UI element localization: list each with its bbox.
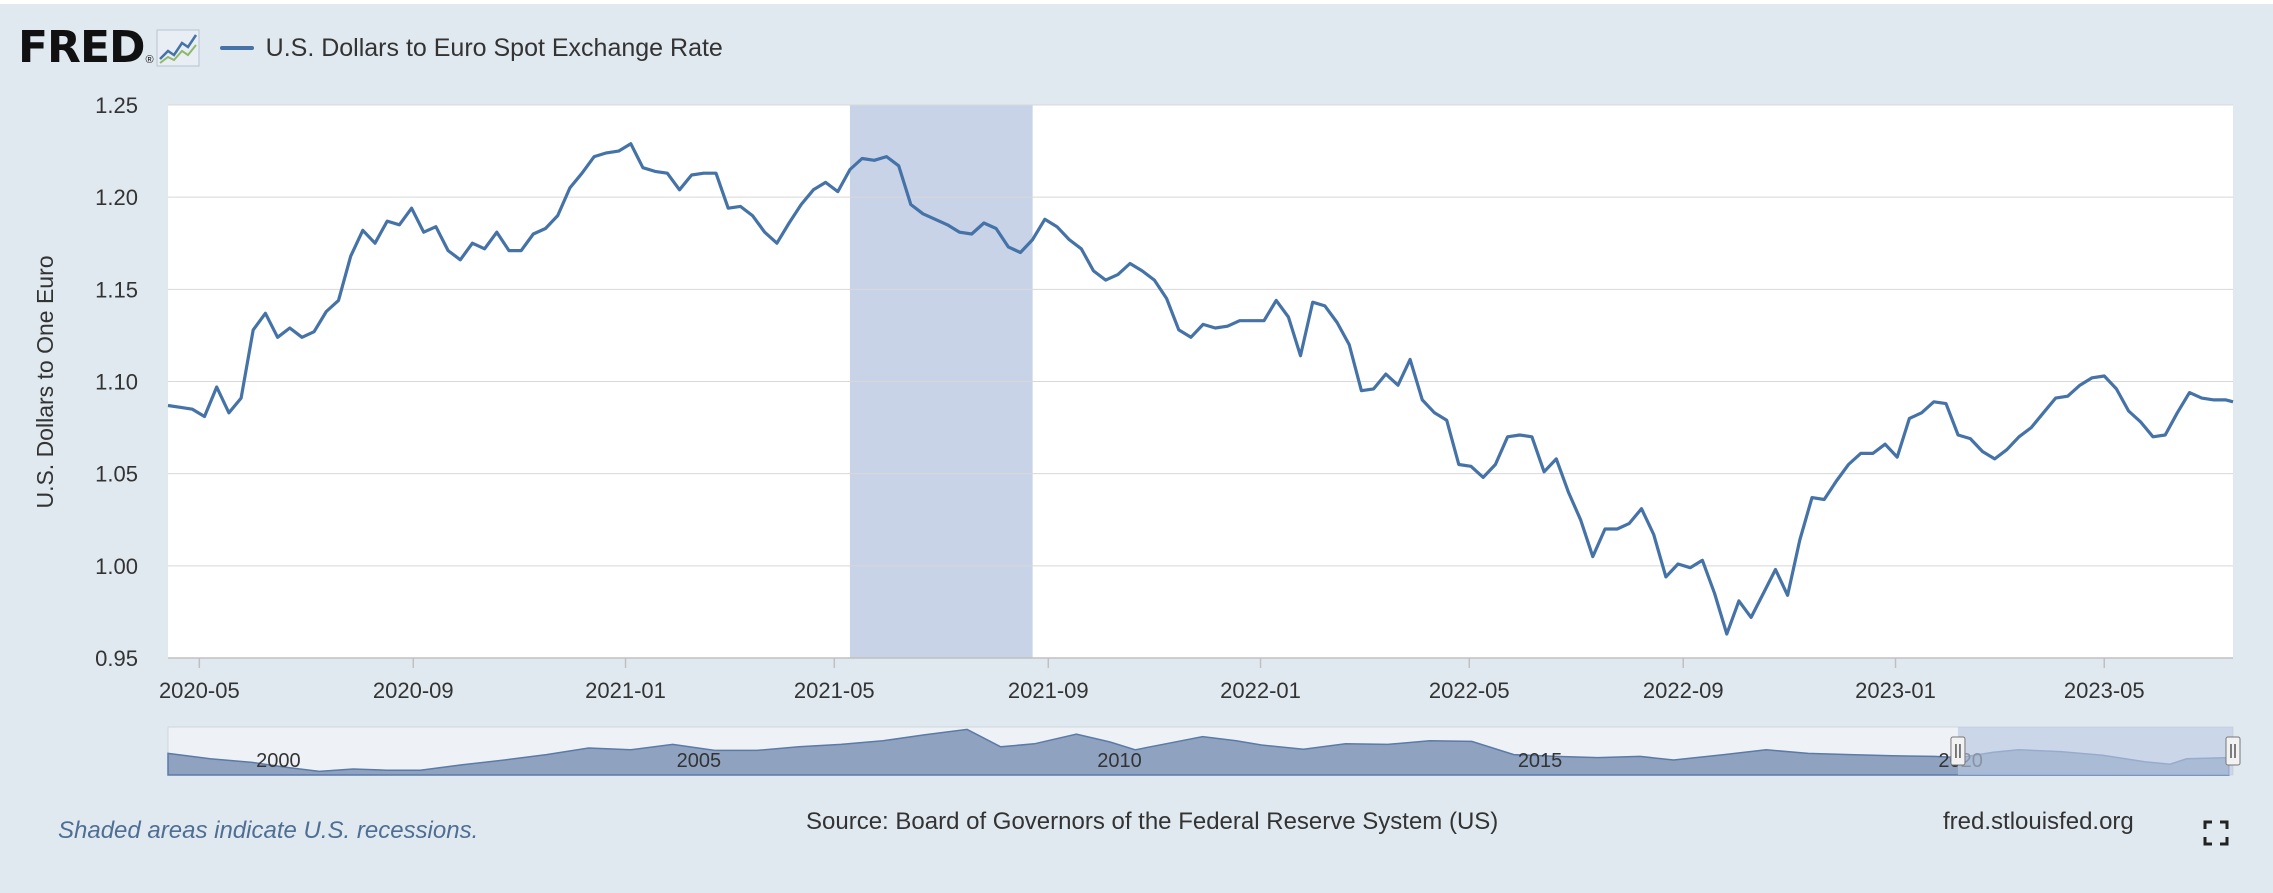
navigator[interactable]: 20002005201020152020 [167,726,2241,776]
y-tick-label: 1.20 [95,185,138,210]
y-tick-label: 1.00 [95,554,138,579]
navigator-year-label: 2015 [1518,750,1563,772]
navigator-handle-left[interactable] [1950,736,1966,766]
navigator-year-label: 2000 [256,750,301,772]
gridlines [168,104,2233,659]
x-tick-label: 2021-05 [794,678,875,703]
x-tick-label: 2021-01 [585,678,666,703]
y-tick-label: 1.25 [95,93,138,118]
legend-swatch [219,46,254,50]
series-line [167,142,2234,636]
x-tick-label: 2023-05 [2064,678,2145,703]
x-tick-label: 2022-01 [1220,678,1301,703]
navigator-selection [1957,727,2233,775]
x-tick-label: 2023-01 [1855,678,1936,703]
chart-header: FRED ® U.S. Dollars to Euro Spot Exchang… [18,22,723,74]
fullscreen-icon[interactable] [2203,820,2229,846]
handle-body [2225,736,2241,766]
x-tick-label: 2020-05 [159,678,240,703]
y-tick-label: 1.05 [95,462,138,487]
line-graph-icon [156,29,200,67]
x-tick-label: 2021-09 [1008,678,1089,703]
series-lines [167,142,2234,636]
y-axis-ticks: 0.95 1.00 1.05 1.10 1.15 1.20 1.25 [95,93,138,671]
x-axis-ticks: 2020-05 2020-09 2021-01 2021-05 2021-09 2022-… [159,658,2145,703]
fred-logo-text: FRED [18,22,146,73]
recession-note: Shaded areas indicate U.S. recessions. [58,817,479,844]
legend-label: U.S. Dollars to Euro Spot Exchange Rate [265,33,723,62]
site-link[interactable]: fred.stlouisfed.org [1943,808,2134,835]
registered-mark: ® [145,54,154,66]
source-text: Source: Board of Governors of the Federa… [806,808,1499,835]
y-axis-label: U.S. Dollars to One Euro [32,255,58,508]
navigator-handle-right[interactable] [2225,736,2241,766]
legend: U.S. Dollars to Euro Spot Exchange Rate [219,33,723,63]
x-tick-label: 2020-09 [373,678,454,703]
handle-body [1950,736,1966,766]
y-tick-label: 0.95 [95,646,138,671]
y-tick-label: 1.15 [95,277,138,302]
y-tick-label: 1.10 [95,370,138,395]
navigator-year-label: 2010 [1097,750,1142,772]
fred-logo[interactable]: FRED ® [18,26,200,70]
top-border [0,0,2273,4]
x-tick-label: 2022-05 [1429,678,1510,703]
x-tick-label: 2022-09 [1643,678,1724,703]
navigator-year-label: 2005 [677,750,722,772]
